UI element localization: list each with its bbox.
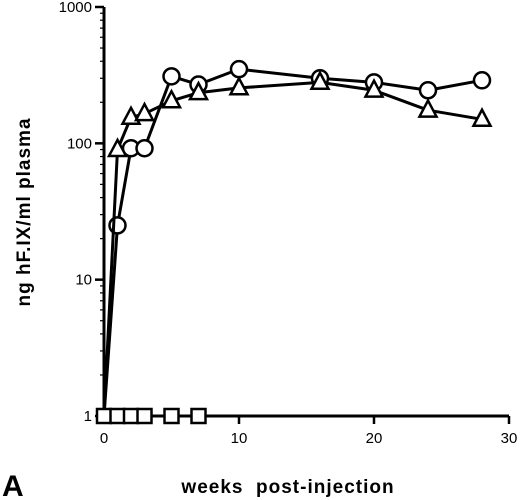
y-tick-label: 1000 — [59, 0, 92, 16]
data-point-circle — [135, 139, 154, 158]
data-point-circle — [418, 81, 438, 100]
data-point-triangle — [133, 101, 156, 122]
data-point-triangle — [228, 75, 250, 96]
data-point-circle — [472, 71, 492, 90]
data-point-square — [109, 407, 126, 425]
data-point-triangle — [417, 97, 439, 118]
data-point-square — [136, 407, 153, 425]
data-point-triangle — [309, 70, 331, 91]
series-layer — [95, 59, 493, 425]
x-tick-label: 10 — [231, 430, 248, 447]
data-point-triangle — [106, 137, 129, 158]
data-point-square — [95, 407, 113, 425]
y-axis-label: ng hF.IX/ml plasma — [14, 117, 35, 306]
axes: 0 10 20 30 1 10 100 1000 — [59, 0, 518, 447]
series-line-circle — [102, 67, 483, 417]
data-point-triangle — [363, 78, 385, 98]
y-tick-label: 10 — [75, 272, 92, 289]
data-point-square — [163, 407, 180, 425]
data-point-triangle — [160, 88, 183, 109]
x-tick-label: 30 — [501, 430, 518, 447]
data-point-square — [190, 407, 207, 425]
x-axis-label: weeks post-injection — [180, 477, 394, 498]
series-triangle — [102, 70, 493, 417]
data-point-circle — [229, 59, 249, 79]
data-point-triangle — [471, 107, 493, 127]
data-point-circle — [162, 67, 181, 86]
x-tick-label: 20 — [366, 430, 383, 447]
data-point-square — [122, 407, 140, 425]
series-square — [95, 407, 207, 425]
x-tick-label: 0 — [100, 430, 108, 447]
data-point-triangle — [187, 80, 210, 101]
y-tick-label: 1 — [84, 408, 92, 425]
series-line-triangle — [102, 80, 483, 417]
panel-label: A — [2, 470, 24, 500]
y-tick-label: 100 — [67, 135, 92, 152]
